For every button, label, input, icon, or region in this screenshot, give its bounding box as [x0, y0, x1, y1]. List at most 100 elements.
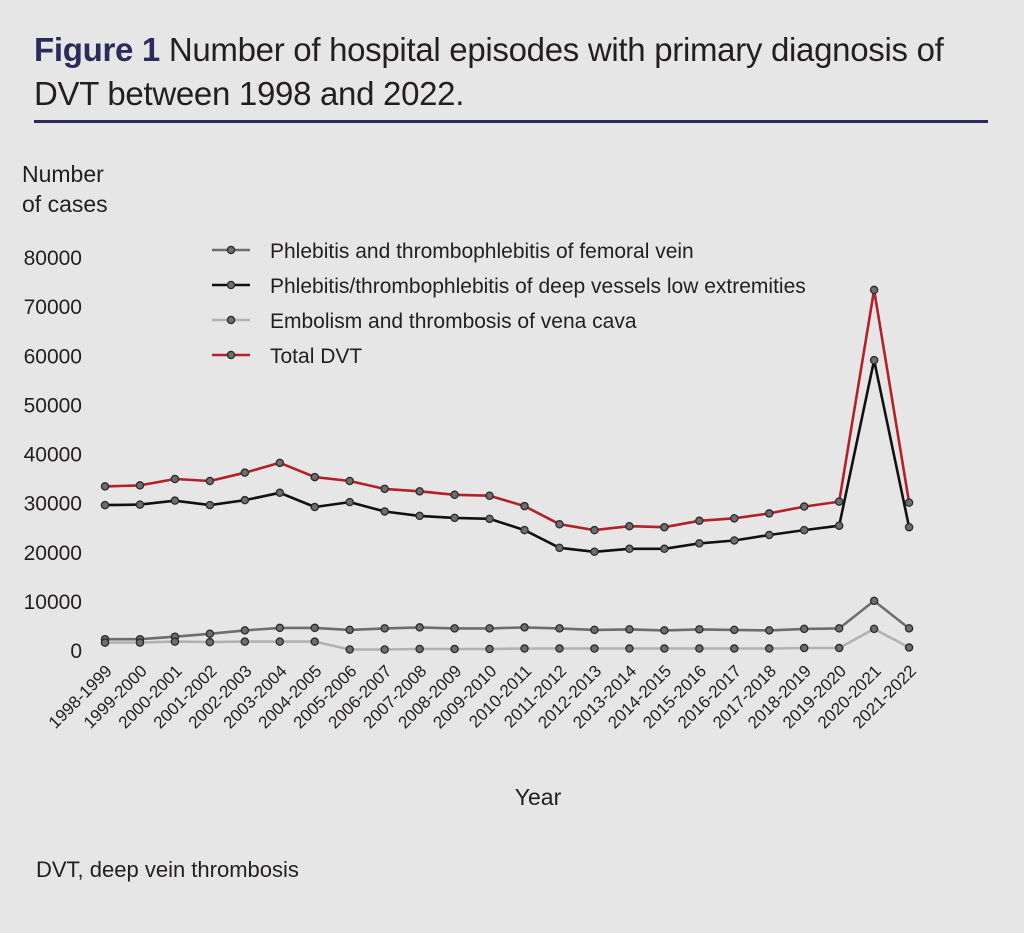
- data-point-total-dvt: [660, 522, 669, 532]
- data-point-phlebitis-thrombophlebitis-of-deep-vessels-low-extremities: [485, 514, 494, 524]
- y-tick-label: 70000: [24, 296, 82, 319]
- y-tick-label: 20000: [24, 542, 82, 565]
- legend-label: Embolism and thrombosis of vena cava: [270, 310, 637, 333]
- y-tick-label: 0: [70, 640, 82, 663]
- figure-title-text: Number of hospital episodes with primary…: [34, 31, 944, 112]
- data-point-embolism-and-thrombosis-of-vena-cava: [904, 643, 914, 652]
- data-point-phlebitis-and-thrombophlebitis-of-femoral-vein: [799, 624, 809, 634]
- y-tick-label: 50000: [24, 394, 82, 417]
- data-point-total-dvt: [205, 476, 215, 486]
- data-point-total-dvt: [520, 501, 529, 511]
- data-point-embolism-and-thrombosis-of-vena-cava: [310, 637, 320, 646]
- data-point-embolism-and-thrombosis-of-vena-cava: [555, 644, 564, 653]
- data-point-phlebitis-and-thrombophlebitis-of-femoral-vein: [660, 626, 669, 635]
- data-point-total-dvt: [730, 514, 739, 523]
- legend-item-embolism-and-thrombosis-of-vena-cava: Embolism and thrombosis of vena cava: [212, 310, 637, 333]
- data-point-embolism-and-thrombosis-of-vena-cava: [100, 638, 110, 647]
- legend-label: Phlebitis/thrombophlebitis of deep vesse…: [270, 275, 806, 298]
- data-point-embolism-and-thrombosis-of-vena-cava: [485, 644, 494, 654]
- footnote: DVT, deep vein thrombosis: [36, 857, 299, 882]
- data-point-phlebitis-thrombophlebitis-of-deep-vessels-low-extremities: [695, 539, 704, 548]
- data-point-phlebitis-and-thrombophlebitis-of-femoral-vein: [380, 624, 389, 633]
- legend-label: Phlebitis and thrombophlebitis of femora…: [270, 240, 694, 263]
- legend-marker: [226, 280, 236, 290]
- data-point-total-dvt: [904, 498, 914, 507]
- data-point-phlebitis-thrombophlebitis-of-deep-vessels-low-extremities: [904, 522, 914, 532]
- data-point-phlebitis-thrombophlebitis-of-deep-vessels-low-extremities: [415, 511, 424, 521]
- data-point-embolism-and-thrombosis-of-vena-cava: [590, 644, 599, 653]
- y-axis-title-line2: of cases: [22, 191, 108, 217]
- data-point-phlebitis-thrombophlebitis-of-deep-vessels-low-extremities: [345, 497, 354, 507]
- data-point-phlebitis-and-thrombophlebitis-of-femoral-vein: [275, 623, 285, 633]
- data-point-embolism-and-thrombosis-of-vena-cava: [275, 637, 285, 646]
- data-point-phlebitis-and-thrombophlebitis-of-femoral-vein: [555, 624, 564, 633]
- series-line-embolism-and-thrombosis-of-vena-cava: [105, 627, 910, 651]
- data-point-phlebitis-thrombophlebitis-of-deep-vessels-low-extremities: [555, 543, 564, 553]
- data-point-phlebitis-thrombophlebitis-of-deep-vessels-low-extremities: [730, 536, 739, 545]
- legend-marker: [226, 315, 236, 325]
- data-point-phlebitis-thrombophlebitis-of-deep-vessels-low-extremities: [135, 500, 145, 509]
- data-point-total-dvt: [275, 458, 285, 468]
- data-point-total-dvt: [555, 519, 564, 529]
- data-point-embolism-and-thrombosis-of-vena-cava: [799, 643, 809, 653]
- y-tick-label: 80000: [24, 247, 82, 270]
- data-point-phlebitis-and-thrombophlebitis-of-femoral-vein: [520, 623, 529, 632]
- data-point-phlebitis-and-thrombophlebitis-of-femoral-vein: [240, 626, 250, 635]
- data-point-phlebitis-thrombophlebitis-of-deep-vessels-low-extremities: [834, 521, 844, 530]
- data-point-phlebitis-thrombophlebitis-of-deep-vessels-low-extremities: [170, 496, 180, 505]
- data-point-embolism-and-thrombosis-of-vena-cava: [764, 644, 774, 653]
- data-point-phlebitis-and-thrombophlebitis-of-femoral-vein: [764, 626, 774, 635]
- data-point-phlebitis-and-thrombophlebitis-of-femoral-vein: [415, 623, 424, 632]
- data-point-phlebitis-and-thrombophlebitis-of-femoral-vein: [834, 624, 844, 633]
- legend-label: Total DVT: [270, 345, 362, 368]
- data-point-total-dvt: [485, 491, 494, 500]
- series-line-phlebitis-thrombophlebitis-of-deep-vessels-low-extremities: [104, 358, 911, 554]
- data-point-embolism-and-thrombosis-of-vena-cava: [345, 645, 354, 654]
- data-point-phlebitis-thrombophlebitis-of-deep-vessels-low-extremities: [764, 530, 774, 540]
- series-layer: [100, 285, 914, 654]
- data-point-phlebitis-and-thrombophlebitis-of-femoral-vein: [730, 625, 739, 635]
- data-point-phlebitis-thrombophlebitis-of-deep-vessels-low-extremities: [310, 502, 320, 512]
- data-point-total-dvt: [695, 516, 704, 526]
- data-point-phlebitis-thrombophlebitis-of-deep-vessels-low-extremities: [380, 507, 389, 516]
- series-phlebitis-thrombophlebitis-of-deep-vessels-low-extremities: [100, 355, 914, 557]
- series-phlebitis-and-thrombophlebitis-of-femoral-vein: [100, 596, 914, 644]
- data-point-embolism-and-thrombosis-of-vena-cava: [730, 644, 739, 653]
- data-point-embolism-and-thrombosis-of-vena-cava: [135, 638, 145, 647]
- legend-item-phlebitis-and-thrombophlebitis-of-femoral-vein: Phlebitis and thrombophlebitis of femora…: [212, 240, 694, 263]
- data-point-embolism-and-thrombosis-of-vena-cava: [450, 644, 459, 654]
- title-divider: [34, 120, 988, 123]
- data-point-phlebitis-thrombophlebitis-of-deep-vessels-low-extremities: [590, 547, 599, 557]
- data-point-phlebitis-and-thrombophlebitis-of-femoral-vein: [345, 625, 354, 635]
- data-point-phlebitis-thrombophlebitis-of-deep-vessels-low-extremities: [100, 500, 110, 510]
- data-point-phlebitis-and-thrombophlebitis-of-femoral-vein: [625, 625, 634, 634]
- x-axis-title: Year: [515, 784, 562, 810]
- data-point-total-dvt: [310, 472, 320, 482]
- data-point-total-dvt: [799, 502, 809, 511]
- series-line-phlebitis-and-thrombophlebitis-of-femoral-vein: [105, 599, 910, 641]
- legend-item-phlebitis-thrombophlebitis-of-deep-vessels-low-extremities: Phlebitis/thrombophlebitis of deep vesse…: [212, 275, 806, 298]
- data-point-embolism-and-thrombosis-of-vena-cava: [660, 644, 669, 653]
- series-line-total-dvt: [104, 288, 911, 532]
- data-point-total-dvt: [415, 487, 424, 496]
- data-point-embolism-and-thrombosis-of-vena-cava: [240, 637, 250, 646]
- data-point-total-dvt: [170, 474, 180, 484]
- data-point-embolism-and-thrombosis-of-vena-cava: [834, 643, 844, 653]
- series-embolism-and-thrombosis-of-vena-cava: [100, 624, 914, 654]
- data-point-phlebitis-thrombophlebitis-of-deep-vessels-low-extremities: [240, 495, 250, 505]
- y-tick-label: 10000: [24, 591, 82, 614]
- legend-marker: [226, 245, 236, 255]
- data-point-embolism-and-thrombosis-of-vena-cava: [520, 644, 529, 653]
- y-axis-ticks: 0 10000 20000 30000 40000 50000 60000 70000 8000…: [24, 247, 82, 663]
- data-point-phlebitis-and-thrombophlebitis-of-femoral-vein: [450, 624, 459, 633]
- series-total-dvt: [100, 285, 914, 535]
- data-point-embolism-and-thrombosis-of-vena-cava: [415, 644, 424, 654]
- data-point-phlebitis-thrombophlebitis-of-deep-vessels-low-extremities: [869, 355, 879, 365]
- y-axis-title-line1: Number: [22, 161, 104, 187]
- data-point-embolism-and-thrombosis-of-vena-cava: [695, 644, 704, 653]
- y-tick-label: 60000: [24, 345, 82, 368]
- line-chart: Number of cases Year 0 10000 20000 30000 400…: [22, 161, 920, 810]
- data-point-phlebitis-thrombophlebitis-of-deep-vessels-low-extremities: [450, 513, 459, 523]
- data-point-total-dvt: [590, 525, 599, 535]
- data-point-embolism-and-thrombosis-of-vena-cava: [869, 624, 879, 634]
